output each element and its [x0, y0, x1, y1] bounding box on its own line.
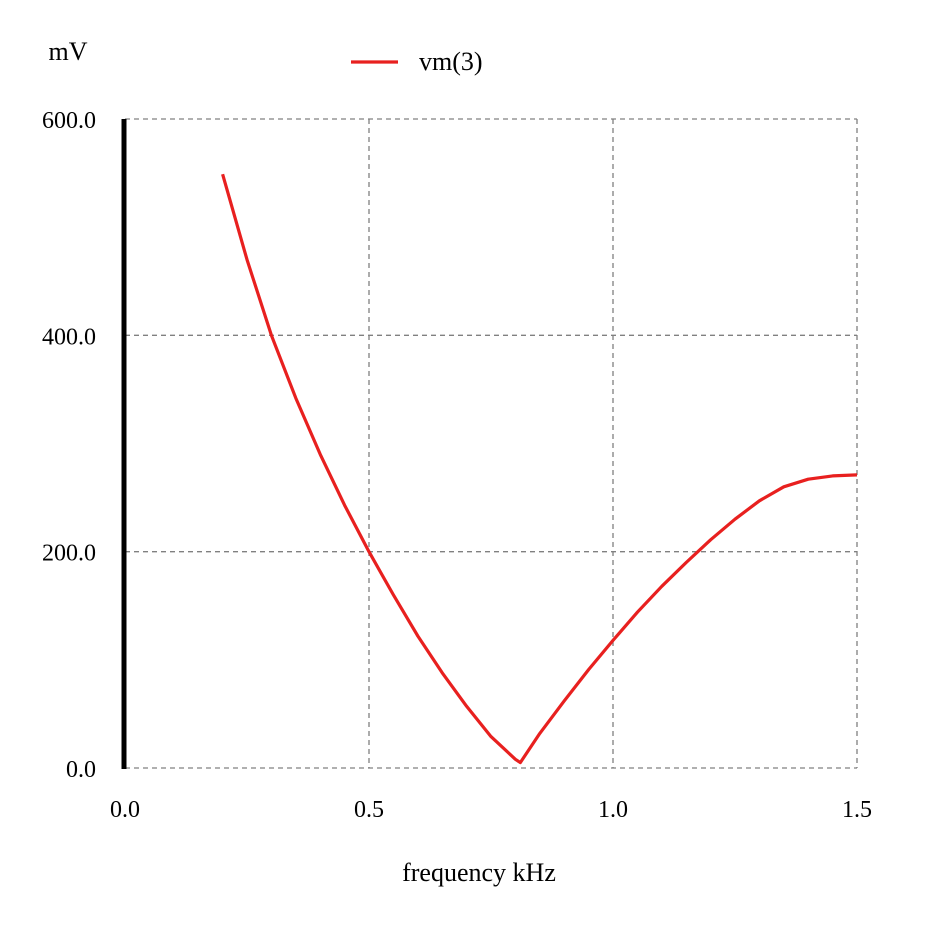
series-line-vm3	[221, 173, 858, 765]
y-tick-label: 0.0	[66, 757, 96, 783]
legend-label: vm(3)	[419, 47, 483, 76]
y-tick-label: 600.0	[42, 108, 96, 134]
x-tick-label: 1.5	[842, 797, 872, 823]
grid-lines	[125, 118, 858, 769]
x-axis-title: frequency kHz	[402, 858, 556, 887]
x-tick-label: 0.0	[110, 797, 140, 823]
x-tick-label: 1.0	[598, 797, 628, 823]
y-tick-label: 200.0	[42, 541, 96, 567]
y-axis-unit: mV	[49, 37, 88, 66]
x-tick-labels: 0.0 0.5 1.0 1.5	[110, 797, 872, 823]
y-tick-labels: 0.0 200.0 400.0 600.0	[42, 108, 96, 783]
y-tick-label: 400.0	[42, 324, 96, 350]
x-tick-label: 0.5	[354, 797, 384, 823]
